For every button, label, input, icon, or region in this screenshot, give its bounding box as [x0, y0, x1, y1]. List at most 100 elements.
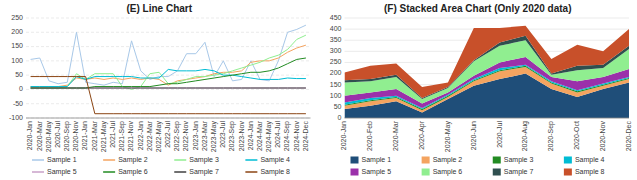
legend-label: Sample 5 [47, 168, 77, 176]
y-tick-label: 50 [15, 71, 23, 78]
y-tick-label: 0 [338, 114, 342, 121]
x-tick-label: 2022-Jul [164, 121, 171, 148]
y-tick-label: 400 [330, 25, 342, 32]
x-tick-label: 2020-May [45, 121, 53, 153]
legend-swatch [32, 159, 44, 161]
x-tick-label: 2021-Mar [91, 120, 98, 151]
legend-swatch [564, 169, 572, 176]
grid-line [26, 32, 311, 33]
x-axis-line [345, 118, 630, 119]
x-tick-label: 2023-May [210, 121, 218, 153]
area-layer [345, 26, 630, 98]
legend-swatch [174, 159, 186, 161]
x-tick-label: 2020-Feb [366, 121, 373, 151]
x-tick-label: 2020-Nov [599, 121, 606, 152]
x-tick-label: 2022-Nov [182, 121, 189, 152]
legend-label: Sample 1 [362, 156, 392, 164]
x-tick-label: 2020-Jul [496, 121, 503, 148]
x-tick-label: 2021-May [100, 121, 108, 153]
legend-swatch [103, 171, 115, 173]
line-series [31, 58, 306, 88]
x-tick-label: 2022-Jan [137, 121, 144, 150]
chart-title: (F) Stacked Area Chart (Only 2020 data) [384, 3, 571, 14]
legend-item: Sample 1 [351, 156, 392, 164]
legend-item: Sample 4 [245, 156, 290, 164]
x-axis-line [26, 118, 311, 119]
x-tick-label: 2020-Nov [72, 121, 79, 152]
x-tick-label: 2024-Nov [293, 121, 300, 152]
legend-label: Sample 4 [260, 156, 290, 164]
y-tick-label: 450 [330, 14, 342, 21]
legend-item: Sample 5 [32, 168, 77, 176]
line-series [31, 88, 306, 89]
x-tick-label: 2021-Nov [127, 121, 134, 152]
y-tick-label: 350 [330, 36, 342, 43]
legend-swatch [493, 157, 501, 164]
marks [345, 26, 630, 118]
legend-item: Sample 7 [174, 168, 219, 176]
legend-label: Sample 2 [433, 156, 463, 164]
legend-label: Sample 1 [47, 156, 77, 164]
x-tick-label: 2020-Sep [547, 121, 555, 151]
y-tick-label: 200 [330, 69, 342, 76]
legend-item: Sample 6 [103, 168, 148, 176]
legend-label: Sample 7 [504, 168, 534, 176]
grid-line [26, 46, 311, 47]
y-tick-label: 250 [11, 14, 23, 21]
legend-label: Sample 6 [118, 168, 148, 176]
legend-swatch [493, 169, 501, 176]
legend-item: Sample 5 [351, 168, 392, 176]
chart-title: (E) Line Chart [126, 3, 192, 14]
x-tick-label: 2022-Mar [146, 120, 153, 151]
x-tick-label: 2024-Mar [256, 120, 263, 151]
line-series [31, 35, 306, 89]
x-tick-label: 2020-Jul [54, 121, 61, 148]
x-tick-label: 2022-May [155, 121, 163, 153]
x-tick-label: 2022-Sep [173, 121, 181, 151]
x-tick-label: 2020-Sep [63, 121, 71, 151]
x-tick-label: 2020-Mar [36, 120, 43, 151]
x-tick-label: 2023-Sep [228, 121, 236, 151]
legend-label: Sample 3 [504, 156, 534, 164]
y-tick-label: 300 [330, 47, 342, 54]
y-tick-label: -50 [13, 100, 23, 107]
legend-swatch [351, 157, 359, 164]
x-tick-label: 2020-Oct [573, 121, 580, 150]
x-tick-label: 2020-Jan [340, 121, 347, 150]
legend-swatch [422, 157, 430, 164]
x-tick-label: 2020-Aug [521, 121, 529, 151]
grid-line [26, 118, 311, 119]
x-tick-label: 2023-Jul [219, 121, 226, 148]
x-tick-label: 2020-Jan [26, 121, 33, 150]
x-tick-label: 2024-Dec [302, 121, 309, 152]
legend-item: Sample 1 [32, 156, 77, 164]
legend-swatch [103, 159, 115, 161]
x-tick-label: 2020-May [444, 121, 452, 153]
y-tick-label: 100 [330, 92, 342, 99]
plot-area [345, 18, 630, 118]
grid-line [26, 103, 311, 104]
x-tick-label: 2021-Sep [118, 121, 126, 151]
legend-item: Sample 7 [493, 168, 534, 176]
y-tick-label: 250 [330, 58, 342, 65]
legend-item: Sample 3 [493, 156, 534, 164]
grid-line [26, 89, 311, 90]
legend-item: Sample 3 [174, 156, 219, 164]
line-series [31, 88, 306, 89]
legend-label: Sample 5 [362, 168, 392, 176]
legend-label: Sample 8 [260, 168, 290, 176]
legend-swatch [564, 157, 572, 164]
x-tick-label: 2023-Jan [192, 121, 199, 150]
legend-item: Sample 4 [564, 156, 605, 164]
chart-canvas: (E) Line Chart-100-500501001502002502020… [0, 0, 637, 180]
legend-label: Sample 2 [118, 156, 148, 164]
legend-item: Sample 2 [422, 156, 463, 164]
legend-label: Sample 3 [189, 156, 219, 164]
legend-swatch [245, 159, 257, 161]
marks [31, 25, 306, 114]
legend-item: Sample 2 [103, 156, 148, 164]
y-tick-label: -100 [9, 114, 23, 121]
y-tick-label: 50 [334, 103, 342, 110]
x-tick-label: 2020-Apr [418, 120, 426, 149]
legend-swatch [245, 171, 257, 173]
